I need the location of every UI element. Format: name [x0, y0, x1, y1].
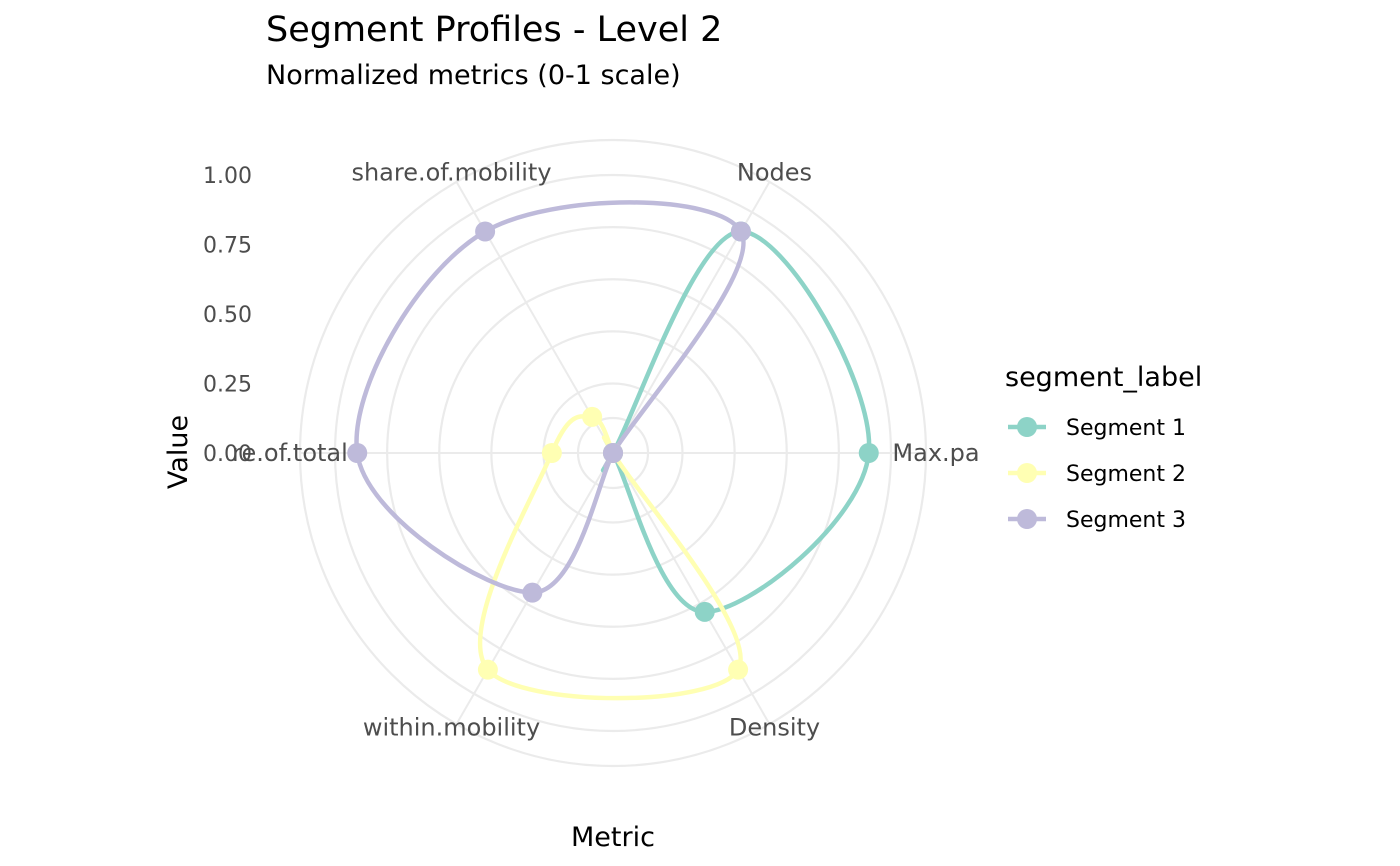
series-line-1: [600, 229, 872, 615]
legend-label: Segment 2: [1066, 462, 1186, 487]
category-label-5: Density: [729, 713, 820, 741]
series-points: [347, 221, 879, 680]
series-3-point-3: [347, 443, 368, 463]
legend-item-2: Segment 2: [1008, 462, 1186, 487]
chart-title: Segment Profiles - Level 2: [266, 10, 722, 50]
category-labels: Max.pa Nodes share.of.mobility re.of.total w…: [232, 159, 979, 742]
series-2-point-2: [582, 406, 603, 427]
series-3-point-4: [522, 582, 543, 603]
series-3-point-1: [730, 221, 751, 242]
legend-label: Segment 3: [1066, 508, 1186, 533]
category-label-0: Max.pa: [892, 439, 979, 467]
x-axis-title: Metric: [571, 822, 655, 853]
series-1-point-5: [694, 601, 715, 622]
chart-subtitle: Normalized metrics (0-1 scale): [266, 60, 681, 91]
y-tick-label: 1.00: [203, 164, 252, 189]
y-axis-title: Value: [163, 415, 194, 489]
legend-item-3: Segment 3: [1008, 508, 1186, 533]
grid-spoke-1: [612, 181, 771, 454]
legend-title: segment_label: [1005, 362, 1202, 393]
series-2-point-3: [541, 443, 562, 463]
legend-item-1: Segment 1: [1008, 416, 1186, 441]
y-tick-label: 0.75: [203, 234, 252, 259]
y-tick-labels: 0.00 0.25 0.50 0.75 1.00: [203, 164, 252, 467]
y-tick-label: 0.25: [203, 373, 252, 398]
series-3-point-2: [475, 221, 496, 242]
series-3-point-5: [603, 443, 623, 463]
y-tick-label: 0.00: [203, 442, 252, 467]
legend-swatch-point: [1017, 509, 1037, 529]
category-label-2: share.of.mobility: [351, 159, 551, 187]
series-1-point-0: [858, 443, 879, 463]
legend: segment_label Segment 1 Segment 2 Segment …: [1005, 362, 1202, 533]
category-label-3: re.of.total: [232, 439, 348, 467]
y-tick-label: 0.50: [203, 303, 252, 328]
category-label-1: Nodes: [737, 159, 812, 187]
legend-swatch-point: [1017, 417, 1037, 437]
series-line-3: [354, 200, 746, 595]
legend-swatch-point: [1017, 463, 1037, 483]
grid-spoke-5: [612, 452, 771, 725]
series-2-point-5: [728, 659, 749, 680]
category-label-4: within.mobility: [363, 713, 540, 741]
legend-label: Segment 1: [1066, 416, 1186, 441]
series-2-point-4: [477, 659, 498, 680]
